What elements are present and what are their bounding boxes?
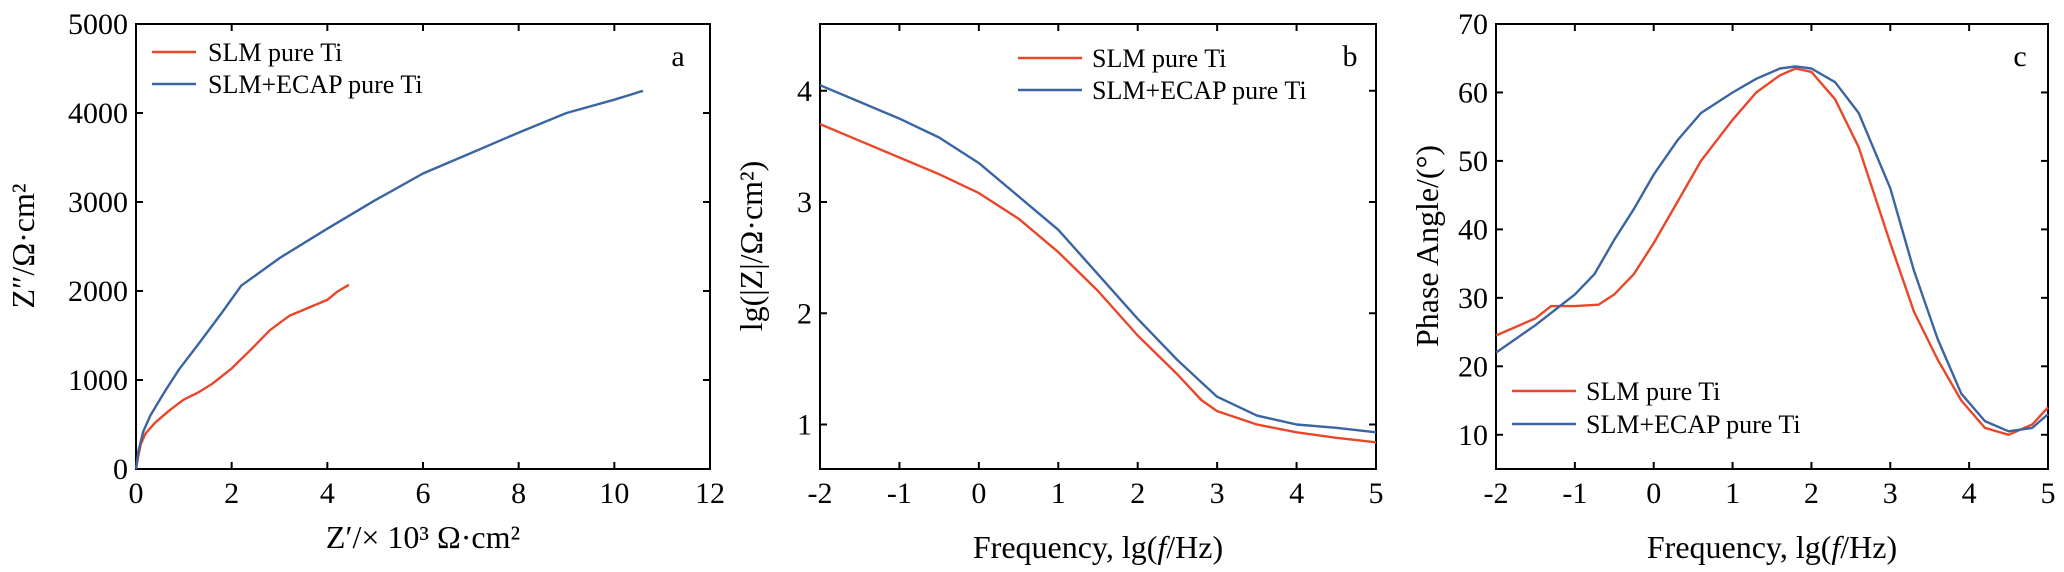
x-tick-label-a-1: 2 — [224, 477, 239, 510]
x-tick-label-b-5: 3 — [1210, 477, 1225, 510]
series-line-a-ecap — [134, 89, 644, 470]
y-tick-label-c-0: 10 — [1458, 419, 1488, 452]
panel-a-xlabel: Z′/× 10³ Ω·cm² — [326, 519, 520, 555]
panel-c-xlabel: Frequency, lg(f/Hz) — [1647, 529, 1897, 565]
x-tick-label-a-3: 6 — [416, 477, 431, 510]
x-tick-label-b-4: 2 — [1130, 477, 1145, 510]
panel-b-xlabel: Frequency, lg(f/Hz) — [973, 529, 1223, 565]
panel-c-label: c — [2013, 40, 2026, 73]
panel-a-ylabel: Z″/Ω·cm² — [5, 184, 41, 309]
x-tick-label-c-6: 4 — [1962, 477, 1977, 510]
y-tick-label-c-6: 70 — [1458, 8, 1488, 41]
x-tick-label-c-0: -2 — [1484, 477, 1509, 510]
panel-a-legend: SLM pure Ti SLM+ECAP pure Ti — [152, 38, 423, 99]
y-tick-label-b-0: 1 — [797, 409, 812, 442]
x-tick-label-a-4: 8 — [511, 477, 526, 510]
legend-label-slm-b: SLM pure Ti — [1092, 44, 1226, 73]
x-tick-label-b-1: -1 — [887, 477, 912, 510]
panel-c-ylabel: Phase Angle/(°) — [1409, 145, 1445, 347]
x-tick-label-a-6: 12 — [695, 477, 725, 510]
y-tick-label-a-2: 2000 — [68, 275, 128, 308]
series-line-a-slm — [134, 283, 350, 470]
panel-b-series — [819, 84, 1377, 444]
panel-b-label: b — [1343, 40, 1358, 73]
legend-label-slm-a: SLM pure Ti — [208, 38, 342, 67]
panel-c-ticks: -2 -1 0 1 2 3 4 5 10 20 30 40 50 60 70 — [1458, 8, 2056, 510]
x-tick-label-b-0: -2 — [808, 477, 833, 510]
y-tick-label-c-2: 30 — [1458, 282, 1488, 315]
x-tick-label-b-3: 1 — [1051, 477, 1066, 510]
panel-c: -2 -1 0 1 2 3 4 5 10 20 30 40 50 60 70 c Frequency, lg… — [1409, 8, 2056, 565]
x-tick-label-c-4: 2 — [1804, 477, 1819, 510]
x-tick-label-a-5: 10 — [599, 477, 629, 510]
panel-a-ticks: 0 2 4 6 8 10 12 0 1000 2000 3000 4000 5000 — [68, 8, 725, 510]
x-tick-label-c-2: 0 — [1646, 477, 1661, 510]
panel-a: 0 2 4 6 8 10 12 0 1000 2000 3000 4000 5000 a Z′/× 10… — [5, 8, 725, 555]
legend-label-ecap-c: SLM+ECAP pure Ti — [1586, 410, 1801, 439]
panel-a-label: a — [671, 40, 684, 73]
y-tick-label-c-1: 20 — [1458, 350, 1488, 383]
legend-label-ecap-a: SLM+ECAP pure Ti — [208, 70, 423, 99]
x-tick-label-c-5: 3 — [1883, 477, 1898, 510]
y-tick-label-a-4: 4000 — [68, 97, 128, 130]
panel-b-ticks: -2 -1 0 1 2 3 4 5 1 2 3 4 — [797, 24, 1384, 510]
y-tick-label-a-1: 1000 — [68, 364, 128, 397]
x-tick-label-b-2: 0 — [971, 477, 986, 510]
y-tick-label-c-4: 50 — [1458, 145, 1488, 178]
x-tick-label-c-7: 5 — [2041, 477, 2056, 510]
x-tick-label-a-2: 4 — [320, 477, 335, 510]
legend-label-slm-c: SLM pure Ti — [1586, 377, 1720, 406]
y-tick-label-a-5: 5000 — [68, 8, 128, 41]
panel-b: -2 -1 0 1 2 3 4 5 1 2 3 4 b Frequency, lg(f/Hz) lg(… — [733, 23, 1384, 565]
panel-c-legend: SLM pure Ti SLM+ECAP pure Ti — [1512, 377, 1801, 439]
x-tick-label-a-0: 0 — [129, 477, 144, 510]
series-line-c-ecap — [1495, 65, 2049, 433]
y-tick-label-b-2: 3 — [797, 186, 812, 219]
y-tick-label-c-3: 40 — [1458, 213, 1488, 246]
y-tick-label-a-3: 3000 — [68, 186, 128, 219]
y-tick-label-b-3: 4 — [797, 75, 812, 108]
series-line-b-ecap — [819, 84, 1377, 434]
panel-a-series — [134, 89, 644, 470]
legend-label-ecap-b: SLM+ECAP pure Ti — [1092, 76, 1307, 105]
x-tick-label-c-3: 1 — [1725, 477, 1740, 510]
series-line-c-slm — [1495, 67, 2049, 436]
x-tick-label-b-7: 5 — [1369, 477, 1384, 510]
panel-b-legend: SLM pure Ti SLM+ECAP pure Ti — [1018, 44, 1307, 105]
panel-b-frame — [819, 23, 1377, 470]
panel-c-series — [1495, 65, 2049, 436]
x-tick-label-c-1: -1 — [1562, 477, 1587, 510]
panel-b-ylabel: lg(|Z|/Ω·cm²) — [733, 161, 769, 332]
y-tick-label-b-1: 2 — [797, 297, 812, 330]
series-line-b-slm — [819, 122, 1377, 444]
y-tick-label-a-0: 0 — [113, 453, 128, 486]
x-tick-label-b-6: 4 — [1289, 477, 1304, 510]
y-tick-label-c-5: 60 — [1458, 76, 1488, 109]
panel-c-frame — [1495, 23, 2049, 470]
